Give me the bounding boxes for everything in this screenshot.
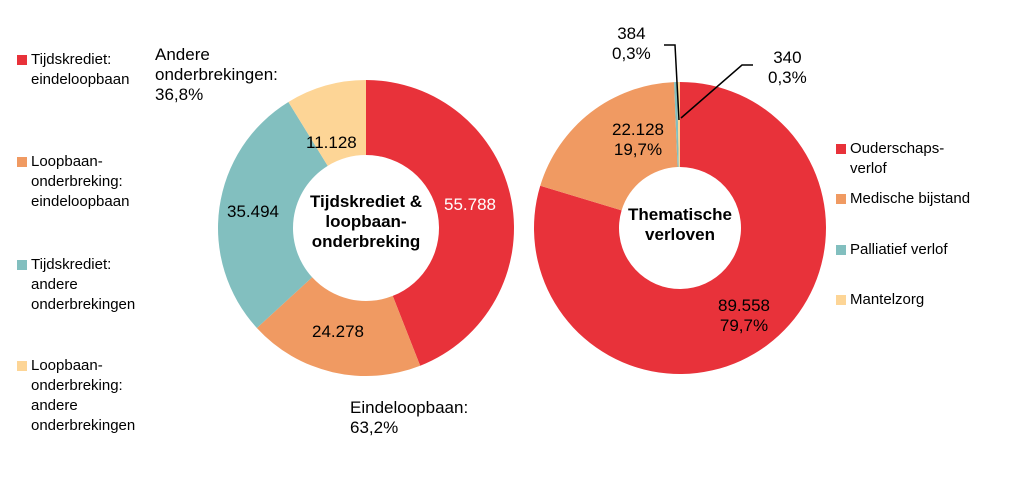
donut-slice-2 — [540, 82, 678, 211]
title-line: loopbaan- — [325, 212, 407, 231]
title-line: onderbreking — [311, 232, 421, 251]
annotation-andere: Andere onderbrekingen: 36,8% — [155, 45, 278, 105]
annotation-line: onderbrekingen: — [155, 65, 278, 84]
center-title-right: Thematische verloven — [610, 205, 750, 245]
percent: 19,7% — [613, 140, 663, 159]
donut-left — [218, 80, 514, 377]
data-label: 35.494 — [227, 202, 279, 221]
leader-line-palliatief — [664, 44, 680, 121]
legend-label: Tijdskrediet: — [31, 256, 112, 273]
legend-item: Ouderschaps-verlof — [850, 139, 944, 179]
legend-swatch — [17, 157, 27, 167]
annotation-line: 36,8% — [155, 85, 204, 104]
annotation-eindeloopbaan: Eindeloopbaan: 63,2% — [350, 398, 468, 438]
data-label: 89.558 79,7% — [718, 296, 770, 336]
legend-swatch — [17, 260, 27, 270]
percent: 0,3% — [768, 68, 807, 87]
data-label: 384 0,3% — [612, 24, 651, 64]
title-line: Thematische — [628, 205, 732, 224]
legend-item: Loopbaan-onderbreking: andere onderbreking… — [31, 356, 135, 436]
percent: 0,3% — [612, 44, 651, 63]
legend-item: Tijdskrediet: eindeloopbaan — [31, 50, 129, 90]
legend-item: Palliatief verlof — [850, 240, 948, 260]
legend-item: Tijdskrediet: andere onderbrekingen — [31, 255, 135, 315]
title-line: verloven — [645, 225, 715, 244]
value: 22.128 — [612, 120, 664, 139]
annotation-line: Eindeloopbaan: — [350, 398, 469, 417]
legend-item: Medische bijstand — [850, 189, 970, 209]
donut-slice-1 — [366, 80, 514, 366]
annotation-line: Andere — [155, 45, 210, 64]
legend-label: onderbrekingen — [31, 417, 136, 434]
legend-label: Medische bijstand — [850, 190, 971, 207]
legend-swatch — [836, 295, 846, 305]
legend-swatch — [17, 361, 27, 371]
legend-label: Tijdskrediet: — [31, 51, 112, 68]
legend-label: Ouderschaps- — [850, 140, 945, 157]
center-title-left: Tijdskrediet & loopbaan- onderbreking — [292, 192, 440, 252]
legend-swatch — [836, 245, 846, 255]
donut-slice-2 — [256, 277, 421, 377]
donut-slice-3 — [674, 82, 679, 168]
data-label: 22.128 19,7% — [612, 120, 664, 160]
legend-label: eindeloopbaan — [31, 193, 130, 210]
legend-label: Mantelzorg — [850, 291, 925, 308]
legend-swatch — [836, 144, 846, 154]
leader-line-mantelzorg — [680, 64, 753, 119]
legend-label: onderbreking: — [31, 173, 123, 190]
value: 384 — [617, 24, 646, 43]
legend-label: Loopbaan- — [31, 357, 103, 374]
data-label: 340 0,3% — [768, 48, 807, 88]
value: 89.558 — [718, 296, 770, 315]
legend-label: andere — [31, 397, 78, 414]
legend-label: eindeloopbaan — [31, 71, 130, 88]
data-label: 11.128 — [306, 133, 357, 152]
donut-slice-1 — [534, 82, 826, 374]
legend-swatch — [836, 194, 846, 204]
data-label: 24.278 — [312, 322, 364, 341]
legend-label: onderbreking: — [31, 377, 123, 394]
legend-item: Loopbaan-onderbreking: eindeloopbaan — [31, 152, 129, 212]
legend-label: andere — [31, 276, 78, 293]
legend-label: verlof — [850, 160, 887, 177]
annotation-line: 63,2% — [350, 418, 399, 437]
legend-item: Mantelzorg — [850, 290, 924, 310]
title-line: Tijdskrediet & — [309, 192, 423, 211]
legend-label: onderbrekingen — [31, 296, 136, 313]
value: 340 — [773, 48, 802, 67]
donut-slice-3 — [218, 101, 328, 328]
legend-label: Palliatief verlof — [850, 241, 948, 258]
percent: 79,7% — [719, 316, 769, 335]
legend-label: Loopbaan- — [31, 153, 103, 170]
legend-swatch — [17, 55, 27, 65]
donut-slice-4 — [288, 80, 366, 166]
data-label: 55.788 — [444, 195, 496, 214]
